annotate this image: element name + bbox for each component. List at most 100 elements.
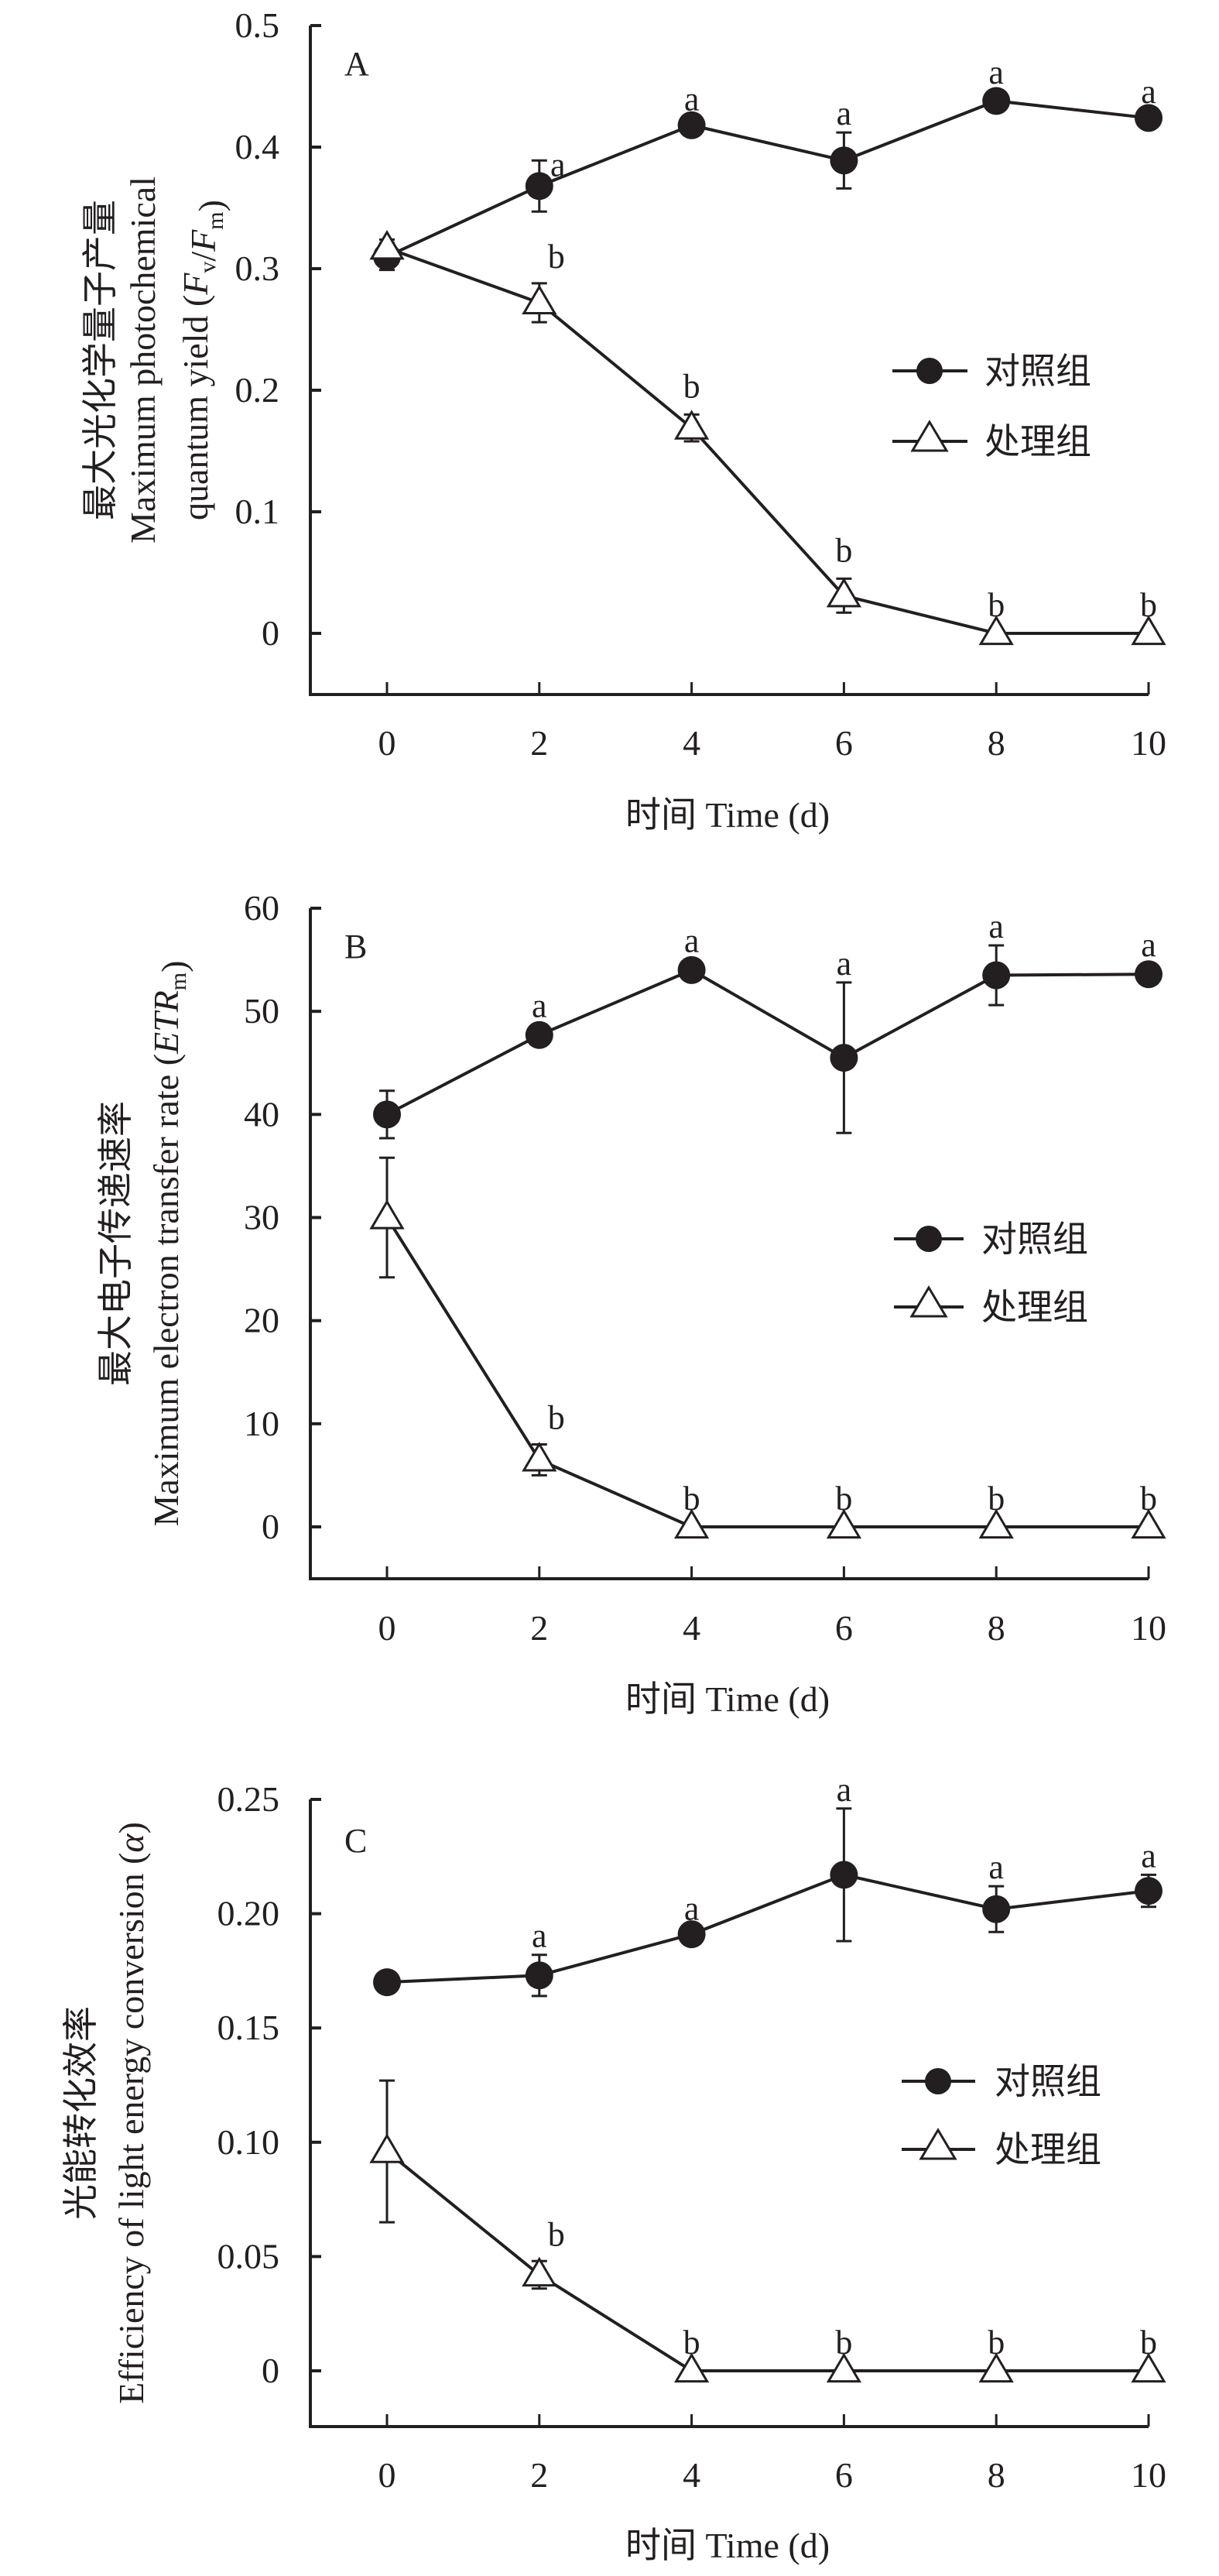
series-treatment: b b b b b bbox=[369, 2079, 1166, 2383]
significance-label: a bbox=[684, 80, 700, 118]
legend-label: 对照组 bbox=[995, 2062, 1101, 2101]
legend-label: 对照组 bbox=[981, 1219, 1088, 1259]
data-point-triangle bbox=[369, 2133, 405, 2163]
y-tick-label: 0.05 bbox=[217, 2236, 280, 2276]
significance-label: b bbox=[1140, 1480, 1157, 1518]
y-tick-label: 0.1 bbox=[235, 492, 280, 531]
significance-label: b bbox=[683, 2324, 700, 2362]
y-tick-label: 30 bbox=[244, 1198, 279, 1237]
x-tick-label: 10 bbox=[1131, 2455, 1166, 2495]
x-tick-label: 4 bbox=[683, 1608, 700, 1648]
data-point-triangle bbox=[1131, 1508, 1166, 1539]
data-point-circle bbox=[982, 961, 1011, 990]
y-tick-label: 60 bbox=[244, 888, 279, 928]
y-tick-label: 0.25 bbox=[217, 1779, 280, 1819]
y-axis-title-line: quantum yield (Fv/Fm) bbox=[176, 200, 231, 520]
significance-label: b bbox=[548, 238, 565, 276]
data-point-triangle bbox=[673, 1508, 710, 1539]
legend-label: 处理组 bbox=[995, 2130, 1101, 2170]
x-tick-label: 0 bbox=[378, 2455, 396, 2495]
legend-triangle-icon bbox=[910, 420, 949, 452]
y-tick-label: 0.15 bbox=[217, 2008, 280, 2047]
data-point-triangle bbox=[522, 1442, 557, 1472]
significance-label: a bbox=[988, 1848, 1004, 1886]
data-point-triangle bbox=[978, 1508, 1014, 1539]
significance-label: b bbox=[988, 586, 1005, 624]
data-point-circle bbox=[525, 1020, 553, 1049]
series-treatment: b b b b b bbox=[369, 1156, 1166, 1539]
data-point-triangle bbox=[1131, 2352, 1166, 2383]
legend-item: 处理组 bbox=[894, 1285, 1088, 1327]
y-axis-title-line: 最大光化学量子产量 bbox=[80, 200, 120, 520]
series-line bbox=[386, 99, 1149, 259]
panel-C: 0 0.05 0.10 0.15 0.20 0.25 0 2 4 6 8 10 时间 Time (d) C… bbox=[61, 1771, 1166, 2565]
y-tick-label: 0 bbox=[262, 2351, 279, 2390]
data-point-triangle bbox=[978, 2352, 1014, 2383]
y-axis-title-line: Maximum photochemical bbox=[123, 177, 163, 544]
x-tick-label: 8 bbox=[988, 1608, 1005, 1648]
significance-label: b bbox=[835, 531, 852, 569]
significance-label: a bbox=[837, 1771, 852, 1809]
data-point-circle bbox=[373, 1100, 401, 1129]
x-tick-label: 6 bbox=[835, 2455, 853, 2495]
x-tick-label: 4 bbox=[683, 2455, 700, 2495]
data-point-triangle bbox=[673, 2352, 710, 2383]
y-tick-label: 50 bbox=[244, 991, 279, 1031]
significance-label: a bbox=[988, 53, 1004, 91]
data-point-triangle bbox=[522, 2256, 557, 2287]
significance-label: b bbox=[1140, 586, 1157, 624]
series-control: a a a a a bbox=[373, 53, 1163, 272]
significance-label: a bbox=[1141, 1837, 1156, 1875]
data-point-triangle bbox=[673, 410, 710, 440]
series-line bbox=[385, 2150, 1149, 2372]
significance-label: a bbox=[837, 945, 852, 983]
data-point-circle bbox=[830, 1044, 858, 1072]
significance-label: b bbox=[548, 2215, 565, 2253]
series-control: a a a a a bbox=[373, 907, 1163, 1140]
legend-item: 对照组 bbox=[894, 1219, 1088, 1259]
data-point-triangle bbox=[522, 284, 557, 315]
significance-label: b bbox=[988, 2324, 1005, 2362]
significance-label: b bbox=[683, 367, 700, 405]
y-tick-label: 0.20 bbox=[217, 1894, 280, 1933]
data-point-triangle bbox=[369, 1199, 405, 1230]
series-line bbox=[385, 1216, 1149, 1528]
significance-label: a bbox=[550, 146, 566, 184]
significance-label: a bbox=[684, 1889, 700, 1927]
significance-label: a bbox=[532, 986, 547, 1024]
y-tick-label: 20 bbox=[244, 1301, 279, 1340]
legend-triangle-icon bbox=[919, 2128, 957, 2160]
legend-circle-icon bbox=[916, 1226, 942, 1252]
legend-circle-icon bbox=[925, 2068, 951, 2094]
legend-item: 处理组 bbox=[892, 420, 1091, 461]
significance-label: b bbox=[835, 2324, 852, 2362]
y-axis-title-line: Maximum electron transfer rate (ETRm) bbox=[146, 961, 193, 1527]
data-point-circle bbox=[830, 146, 858, 175]
significance-label: a bbox=[1141, 73, 1156, 111]
axes bbox=[309, 26, 1149, 696]
legend-label: 处理组 bbox=[981, 1288, 1088, 1327]
series-treatment: b b b b b bbox=[369, 229, 1166, 646]
y-tick-label: 40 bbox=[244, 1094, 279, 1134]
data-point-circle bbox=[982, 1895, 1011, 1923]
axes bbox=[309, 908, 1149, 1580]
y-axis-title-line: 最大电子传递速率 bbox=[96, 1101, 135, 1386]
data-point-triangle bbox=[1131, 615, 1166, 646]
significance-label: a bbox=[837, 94, 852, 132]
legend-item: 对照组 bbox=[902, 2062, 1101, 2101]
panel-letter: A bbox=[344, 45, 369, 83]
x-tick-label: 8 bbox=[988, 723, 1005, 763]
data-point-triangle bbox=[826, 577, 862, 608]
data-point-triangle bbox=[826, 1508, 862, 1539]
data-point-circle bbox=[525, 172, 553, 201]
panel-letter: C bbox=[344, 1822, 367, 1860]
x-axis-title: 时间 Time (d) bbox=[625, 2526, 830, 2565]
axes bbox=[309, 1799, 1149, 2428]
significance-label: b bbox=[683, 1480, 700, 1518]
y-tick-label: 0.3 bbox=[235, 249, 280, 288]
legend-triangle-icon bbox=[909, 1285, 948, 1318]
legend-label: 对照组 bbox=[984, 352, 1091, 391]
legend-item: 处理组 bbox=[902, 2128, 1101, 2170]
